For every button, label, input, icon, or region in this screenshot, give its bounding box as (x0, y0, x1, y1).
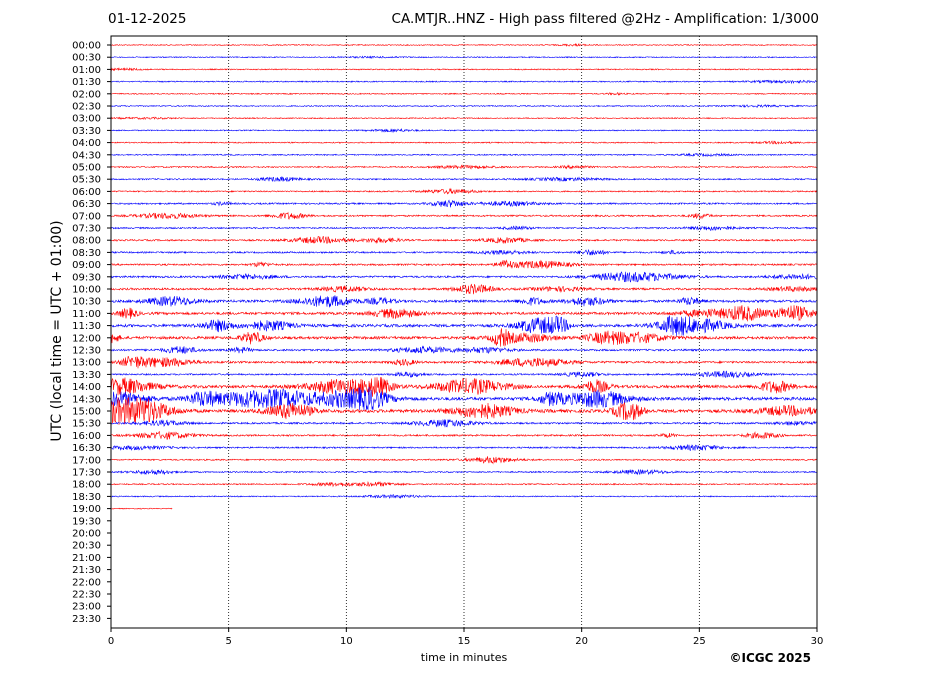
y-tick-label: 03:00 (72, 114, 101, 125)
chart-date: 01-12-2025 (108, 11, 187, 27)
y-tick-label: 01:00 (72, 65, 101, 76)
y-tick-label: 02:00 (72, 89, 101, 100)
y-tick-label: 07:30 (72, 224, 101, 235)
y-tick-label: 22:30 (72, 590, 101, 601)
y-tick-label: 19:30 (72, 516, 101, 527)
plot-frame (110, 35, 818, 629)
trace-1800 (110, 481, 818, 488)
trace-0530 (110, 176, 818, 183)
y-tick-label: 00:00 (72, 41, 101, 52)
trace-1100 (110, 305, 818, 322)
y-tick-label: 19:00 (72, 504, 101, 515)
y-tick-label: 06:00 (72, 187, 101, 198)
y-tick-label: 15:00 (72, 407, 101, 418)
y-tick-label: 18:00 (72, 480, 101, 491)
chart-title: CA.MTJR..HNZ - High pass filtered @2Hz -… (391, 11, 819, 27)
y-tick-label: 13:30 (72, 370, 101, 381)
y-tick-label: 20:30 (72, 541, 101, 552)
y-tick-label: 08:30 (72, 248, 101, 259)
copyright-label: ©ICGC 2025 (729, 651, 811, 665)
x-tick-label: 25 (693, 636, 706, 647)
y-tick-label: 09:30 (72, 272, 101, 283)
y-tick-label: 01:30 (72, 77, 101, 88)
y-tick-label: 17:30 (72, 468, 101, 479)
y-tick-label: 05:00 (72, 163, 101, 174)
y-tick-label: 23:30 (72, 614, 101, 625)
y-tick-label: 12:00 (72, 333, 101, 344)
y-tick-label: 20:00 (72, 529, 101, 540)
x-axis: 0 5 10 15 20 25 30 (108, 628, 824, 647)
y-tick-label: 14:00 (72, 382, 101, 393)
trace-1130 (110, 314, 818, 337)
x-tick-label: 10 (340, 636, 353, 647)
y-tick-label: 21:00 (72, 553, 101, 564)
y-tick-label: 16:00 (72, 431, 101, 442)
y-tick-label: 21:30 (72, 565, 101, 576)
y-tick-label: 09:00 (72, 260, 101, 271)
y-tick-label: 11:00 (72, 309, 101, 320)
y-tick-label: 13:00 (72, 358, 101, 369)
y-tick-label: 04:30 (72, 150, 101, 161)
y-tick-label: 05:30 (72, 175, 101, 186)
y-tick-label: 06:30 (72, 199, 101, 210)
trace-1230 (110, 345, 818, 355)
y-tick-label: 02:30 (72, 102, 101, 113)
y-tick-label: 11:30 (72, 321, 101, 332)
x-tick-label: 20 (575, 636, 588, 647)
x-axis-label: time in minutes (420, 651, 508, 664)
trace-1300 (110, 356, 818, 369)
y-tick-label: 15:30 (72, 419, 101, 430)
y-tick-label: 07:00 (72, 211, 101, 222)
trace-1200 (110, 328, 818, 347)
trace-1730 (110, 468, 818, 476)
y-tick-label: 17:00 (72, 455, 101, 466)
y-tick-label: 08:00 (72, 236, 101, 247)
y-axis-label: UTC (local time = UTC + 01:00) (49, 220, 65, 442)
y-tick-label: 12:30 (72, 346, 101, 357)
y-tick-label: 22:00 (72, 577, 101, 588)
x-tick-label: 30 (811, 636, 824, 647)
trace-1900 (110, 507, 173, 510)
trace-0330 (110, 127, 817, 134)
y-tick-label: 18:30 (72, 492, 101, 503)
y-tick-label: 03:30 (72, 126, 101, 137)
trace-1330 (110, 370, 818, 379)
trace-0400 (110, 140, 818, 145)
y-tick-label: 04:00 (72, 138, 101, 149)
y-tick-label: 23:00 (72, 602, 101, 613)
trace-1500 (110, 396, 818, 425)
x-tick-label: 5 (225, 636, 231, 647)
y-tick-label: 00:30 (72, 53, 101, 64)
y-tick-label: 10:30 (72, 297, 101, 308)
trace-0230 (110, 104, 818, 108)
y-tick-label: 10:00 (72, 285, 101, 296)
trace-1830 (110, 494, 818, 500)
y-tick-label: 14:30 (72, 394, 101, 405)
x-tick-label: 0 (108, 636, 114, 647)
x-tick-label: 15 (458, 636, 471, 647)
y-tick-label: 16:30 (72, 443, 101, 454)
trace-0500 (110, 164, 818, 170)
grid-group (228, 36, 700, 628)
